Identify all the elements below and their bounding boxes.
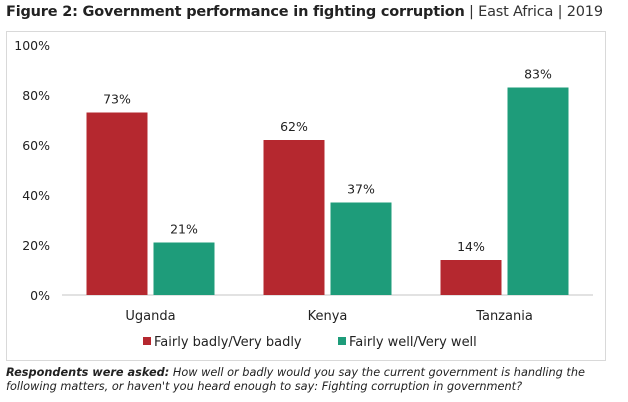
bar-tanzania-series-2 <box>507 87 569 295</box>
data-label: 21% <box>170 222 198 237</box>
figure-title: Figure 2: Government performance in figh… <box>6 4 603 20</box>
title-main: Figure 2: Government performance in figh… <box>6 4 465 20</box>
bar-kenya-series-2 <box>330 202 392 295</box>
bar-kenya-series-1 <box>263 140 325 295</box>
footnote-lead: Respondents were asked: <box>6 366 170 379</box>
y-tick-label: 100% <box>14 38 50 53</box>
data-label: 62% <box>280 119 308 134</box>
bar-uganda-series-2 <box>153 242 215 295</box>
footnote: Respondents were asked: How well or badl… <box>6 366 616 394</box>
data-label: 83% <box>524 67 552 82</box>
data-label: 73% <box>103 92 131 107</box>
category-label: Uganda <box>125 309 175 324</box>
category-labels: Uganda Kenya Tanzania <box>125 309 532 324</box>
title-separator-1: | <box>469 4 474 20</box>
bar-uganda-series-1 <box>86 112 148 295</box>
y-axis-ticks: 0% 20% 40% 60% 80% 100% <box>14 38 50 303</box>
y-tick-label: 0% <box>30 288 50 303</box>
category-label: Tanzania <box>475 309 533 324</box>
y-tick-label: 40% <box>22 188 50 203</box>
data-labels: 73% 21% 62% 37% 14% 83% <box>103 67 552 255</box>
data-label: 14% <box>457 239 485 254</box>
y-tick-label: 80% <box>22 88 50 103</box>
legend-swatch <box>143 337 151 345</box>
y-tick-label: 60% <box>22 138 50 153</box>
data-label: 37% <box>347 182 375 197</box>
bar-tanzania-series-1 <box>440 260 502 295</box>
legend: Fairly badly/Very badly Fairly well/Very … <box>143 335 477 350</box>
legend-label: Fairly badly/Very badly <box>154 335 302 350</box>
title-separator-2: | <box>557 4 563 20</box>
y-tick-label: 20% <box>22 238 50 253</box>
footnote-text: How well or badly would you say the curr… <box>6 366 585 393</box>
title-region: East Africa <box>478 4 554 20</box>
category-label: Kenya <box>308 309 348 324</box>
legend-swatch <box>338 337 346 345</box>
bars <box>86 87 569 295</box>
title-year: 2019 <box>566 4 603 20</box>
legend-label: Fairly well/Very well <box>349 335 477 350</box>
